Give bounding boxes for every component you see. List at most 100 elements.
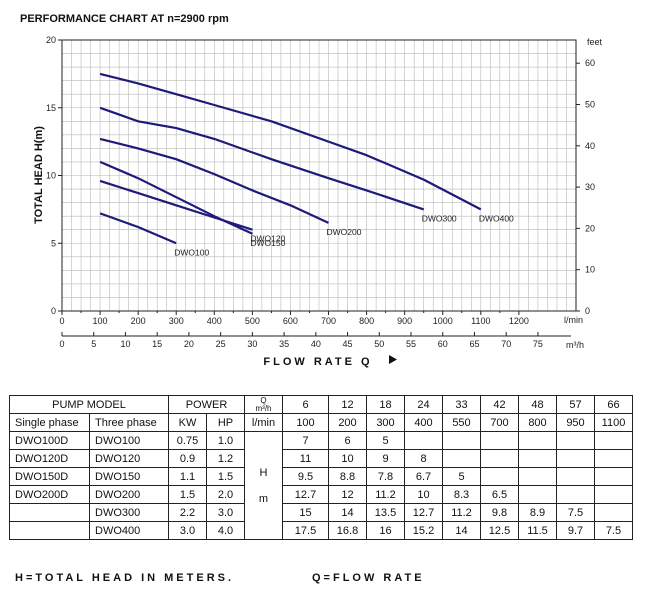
x-tick-label-lmin: 500 <box>245 316 260 326</box>
head-cell: 7.5 <box>556 503 595 522</box>
x-tick-label-m3h: 25 <box>216 339 226 349</box>
y2-tick-label: 30 <box>585 182 595 192</box>
head-cell <box>594 503 633 522</box>
grid <box>62 40 576 311</box>
head-cell: 14 <box>328 503 367 522</box>
x-tick-label-m3h: 30 <box>247 339 257 349</box>
table-row: DWO400 3.0 4.0 17.5 16.8 16 15.2 14 12.5… <box>9 521 633 540</box>
x-unit-lmin: l/min <box>564 315 583 325</box>
table-row: DWO120D DWO120 0.9 1.2 11 10 9 8 <box>9 449 633 468</box>
single-phase-cell <box>9 503 90 522</box>
y2-tick-label: 20 <box>585 223 595 233</box>
x-tick-label-m3h: 45 <box>343 339 353 349</box>
table-row: DWO150D DWO150 1.1 1.5 9.5 8.8 7.8 6.7 5 <box>9 467 633 486</box>
series-line <box>99 160 253 235</box>
series-line <box>99 106 425 211</box>
three-phase-cell: DWO200 <box>89 485 169 504</box>
head-cell <box>556 449 595 468</box>
head-cell: 6 <box>328 431 367 450</box>
x-tick-label-lmin: 1100 <box>471 316 490 326</box>
x-unit-m3h: m³/h <box>566 340 584 350</box>
y2-tick-label: 50 <box>585 99 595 109</box>
footer-flow-legend: Q=FLOW RATE <box>312 572 425 584</box>
head-cell: 7.5 <box>594 521 633 540</box>
head-cell <box>594 467 633 486</box>
head-cell <box>556 467 595 486</box>
x-tick-label-m3h: 55 <box>406 339 416 349</box>
series-label: DWO100 <box>174 247 209 257</box>
table-header-row-1: PUMP MODEL POWER Q m³/h 6 12 18 24 33 42… <box>9 395 633 414</box>
hp-cell: 4.0 <box>206 521 245 540</box>
x-tick-label-lmin: 900 <box>397 316 412 326</box>
q-unit-header: Q m³/h <box>244 395 283 414</box>
m3h-cell: 57 <box>556 395 595 414</box>
x-tick-label-m3h: 75 <box>533 339 543 349</box>
head-cell <box>518 431 557 450</box>
kw-cell: 0.9 <box>168 449 207 468</box>
m3h-cell: 48 <box>518 395 557 414</box>
head-cell: 11.5 <box>518 521 557 540</box>
head-cell: 5 <box>442 467 481 486</box>
head-cell: 16.8 <box>328 521 367 540</box>
head-cell <box>556 431 595 450</box>
head-cell <box>404 431 443 450</box>
head-cell: 8.3 <box>442 485 481 504</box>
m3h-cell: 24 <box>404 395 443 414</box>
lmin-cell: 700 <box>480 413 519 432</box>
x-tick-label-m3h: 60 <box>438 339 448 349</box>
kw-header: KW <box>168 413 207 432</box>
lmin-cell: 950 <box>556 413 595 432</box>
hp-cell: 2.0 <box>206 485 245 504</box>
lmin-cell: 550 <box>442 413 481 432</box>
head-cell: 11.2 <box>442 503 481 522</box>
chart-title: PERFORMANCE CHART AT n=2900 rpm <box>20 13 229 25</box>
x-tick-label-m3h: 5 <box>91 339 96 349</box>
power-header: POWER <box>168 395 245 414</box>
hp-cell: 1.0 <box>206 431 245 450</box>
hp-header: HP <box>206 413 245 432</box>
kw-cell: 3.0 <box>168 521 207 540</box>
head-cell: 13.5 <box>366 503 405 522</box>
y2-tick-label: 40 <box>585 141 595 151</box>
head-cell: 17.5 <box>282 521 329 540</box>
hp-cell: 3.0 <box>206 503 245 522</box>
footer-head-legend: H=TOTAL HEAD IN METERS. <box>15 572 235 584</box>
table-row: DWO200D DWO200 1.5 2.0 12.7 12 11.2 10 8… <box>9 485 633 504</box>
series-label: DWO120 <box>250 234 285 244</box>
head-cell <box>594 431 633 450</box>
lmin-cell: 200 <box>328 413 367 432</box>
head-cell: 8 <box>404 449 443 468</box>
lmin-cell: 100 <box>282 413 329 432</box>
head-cell: 16 <box>366 521 405 540</box>
x-tick-label-m3h: 40 <box>311 339 321 349</box>
head-cell: 15.2 <box>404 521 443 540</box>
hp-cell: 1.5 <box>206 467 245 486</box>
hp-cell: 1.2 <box>206 449 245 468</box>
m3h-cell: 6 <box>282 395 329 414</box>
head-cell <box>442 449 481 468</box>
three-phase-cell: DWO120 <box>89 449 169 468</box>
three-phase-cell: DWO150 <box>89 467 169 486</box>
kw-cell: 0.75 <box>168 431 207 450</box>
head-cell <box>518 485 557 504</box>
head-cell: 11 <box>282 449 329 468</box>
head-cell: 8.9 <box>518 503 557 522</box>
x-tick-label-lmin: 800 <box>359 316 374 326</box>
head-cell: 12.7 <box>404 503 443 522</box>
m3h-cell: 12 <box>328 395 367 414</box>
head-unit-cell: H m <box>244 431 283 540</box>
kw-cell: 1.5 <box>168 485 207 504</box>
head-cell <box>556 485 595 504</box>
single-phase-cell: DWO100D <box>9 431 90 450</box>
y-tick-label: 15 <box>46 103 56 113</box>
arrow-right-icon <box>389 355 397 364</box>
single-phase-cell: DWO150D <box>9 467 90 486</box>
head-cell: 8.8 <box>328 467 367 486</box>
head-cell: 6.5 <box>480 485 519 504</box>
single-phase-cell: DWO120D <box>9 449 90 468</box>
x-tick-label-m3h: 50 <box>374 339 384 349</box>
x-tick-label-lmin: 200 <box>131 316 146 326</box>
head-cell: 9.5 <box>282 467 329 486</box>
head-cell <box>518 449 557 468</box>
